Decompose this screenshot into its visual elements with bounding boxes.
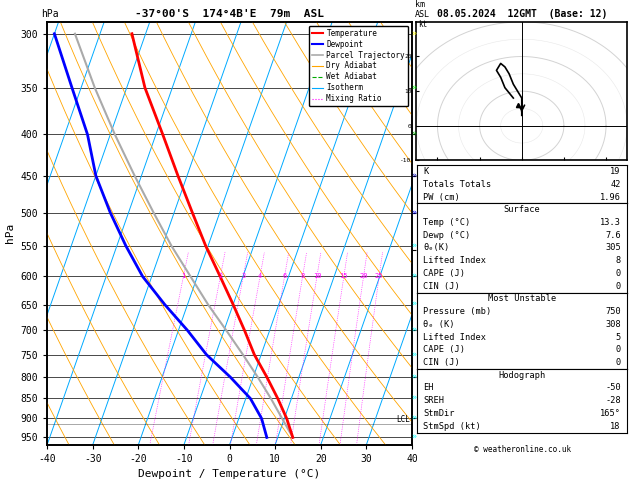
Text: 5: 5 — [616, 332, 621, 342]
Text: 15: 15 — [340, 274, 348, 279]
Text: 10: 10 — [313, 274, 321, 279]
Legend: Temperature, Dewpoint, Parcel Trajectory, Dry Adiabat, Wet Adiabat, Isotherm, Mi: Temperature, Dewpoint, Parcel Trajectory… — [309, 26, 408, 106]
Text: kt: kt — [418, 20, 428, 29]
Text: 0: 0 — [616, 358, 621, 367]
Text: 0: 0 — [616, 282, 621, 291]
Text: »: » — [411, 300, 416, 309]
Text: »: » — [411, 83, 416, 92]
Text: 0: 0 — [616, 269, 621, 278]
Text: »: » — [411, 242, 416, 250]
Text: K: K — [423, 167, 428, 176]
Text: »: » — [411, 326, 416, 335]
Text: hPa: hPa — [41, 9, 58, 19]
Text: -28: -28 — [605, 396, 621, 405]
Text: Totals Totals: Totals Totals — [423, 180, 492, 189]
Text: PW (cm): PW (cm) — [423, 192, 460, 202]
Text: © weatheronline.co.uk: © weatheronline.co.uk — [474, 445, 571, 454]
Text: 18: 18 — [610, 422, 621, 431]
Text: 2: 2 — [218, 274, 223, 279]
Text: »: » — [411, 433, 416, 442]
Text: CIN (J): CIN (J) — [423, 358, 460, 367]
Text: Hodograph: Hodograph — [498, 371, 546, 380]
Text: 165°: 165° — [600, 409, 621, 418]
Text: »: » — [411, 350, 416, 359]
Text: 0: 0 — [616, 346, 621, 354]
Text: »: » — [411, 272, 416, 281]
Text: »: » — [411, 373, 416, 382]
Text: 4: 4 — [258, 274, 262, 279]
Text: 750: 750 — [605, 307, 621, 316]
Text: 13.3: 13.3 — [600, 218, 621, 227]
Text: θₑ (K): θₑ (K) — [423, 320, 455, 329]
Text: »: » — [411, 171, 416, 180]
Text: 25: 25 — [375, 274, 384, 279]
Text: SREH: SREH — [423, 396, 444, 405]
Text: 7.6: 7.6 — [605, 231, 621, 240]
Text: Temp (°C): Temp (°C) — [423, 218, 470, 227]
Text: CAPE (J): CAPE (J) — [423, 269, 465, 278]
Text: »: » — [411, 394, 416, 403]
Text: Surface: Surface — [504, 205, 540, 214]
Text: StmDir: StmDir — [423, 409, 455, 418]
Text: 20: 20 — [359, 274, 368, 279]
Text: 19: 19 — [610, 167, 621, 176]
Text: »: » — [411, 414, 416, 423]
Text: Dewp (°C): Dewp (°C) — [423, 231, 470, 240]
Text: 308: 308 — [605, 320, 621, 329]
Text: -50: -50 — [605, 383, 621, 393]
Text: 6: 6 — [282, 274, 287, 279]
Y-axis label: hPa: hPa — [5, 223, 15, 243]
Text: »: » — [411, 29, 416, 38]
Text: 1.96: 1.96 — [600, 192, 621, 202]
Y-axis label: Mixing Ratio (g/kg): Mixing Ratio (g/kg) — [429, 186, 438, 281]
Text: CAPE (J): CAPE (J) — [423, 346, 465, 354]
Text: CIN (J): CIN (J) — [423, 282, 460, 291]
Text: LCL: LCL — [396, 415, 409, 424]
Text: -37°00'S  174°4B'E  79m  ASL: -37°00'S 174°4B'E 79m ASL — [135, 9, 324, 19]
Text: 42: 42 — [610, 180, 621, 189]
Text: 305: 305 — [605, 243, 621, 252]
Text: »: » — [411, 130, 416, 139]
Text: km
ASL: km ASL — [415, 0, 430, 19]
Text: »: » — [411, 208, 416, 217]
Text: 8: 8 — [616, 256, 621, 265]
X-axis label: Dewpoint / Temperature (°C): Dewpoint / Temperature (°C) — [138, 469, 321, 479]
Text: Lifted Index: Lifted Index — [423, 256, 486, 265]
Text: 8: 8 — [301, 274, 304, 279]
Text: Most Unstable: Most Unstable — [488, 295, 556, 303]
Text: 3: 3 — [241, 274, 245, 279]
Text: 1: 1 — [181, 274, 186, 279]
Text: EH: EH — [423, 383, 434, 393]
Text: Lifted Index: Lifted Index — [423, 332, 486, 342]
Text: θₑ(K): θₑ(K) — [423, 243, 450, 252]
Text: 08.05.2024  12GMT  (Base: 12): 08.05.2024 12GMT (Base: 12) — [437, 9, 607, 19]
Text: StmSpd (kt): StmSpd (kt) — [423, 422, 481, 431]
Text: Pressure (mb): Pressure (mb) — [423, 307, 492, 316]
